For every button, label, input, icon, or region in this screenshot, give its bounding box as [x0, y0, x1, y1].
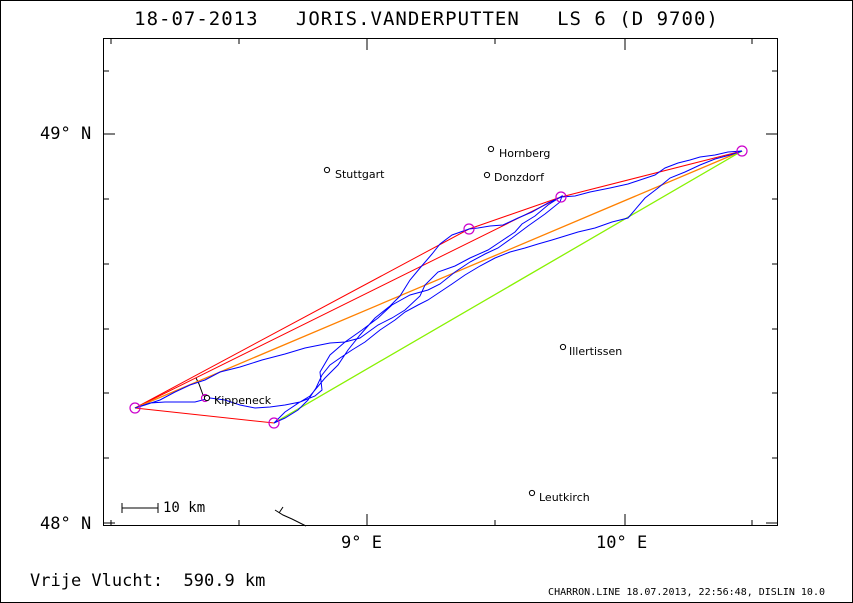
turnpoint-start [129, 402, 141, 414]
flight-track [134, 150, 743, 424]
lat-label-48: 48° N [40, 514, 92, 534]
city-label-stuttgart: Stuttgart [335, 168, 385, 181]
city-marker-stuttgart [323, 166, 331, 174]
city-label-kippeneck: Kippeneck [214, 394, 272, 407]
turnpoint-3 [463, 223, 475, 235]
city-markers [203, 145, 567, 497]
scale-bar [121, 503, 159, 513]
scale-label: 10 km [163, 500, 206, 516]
glider-info: LS 6 (D 9700) [557, 8, 719, 30]
bottom-axis-ticks [110, 514, 753, 526]
lon-label-10: 10° E [596, 533, 648, 553]
turnpoint-2 [268, 417, 280, 429]
turnpoint-4 [555, 191, 567, 203]
software-credit: CHARRON.LINE 18.07.2013, 22:56:48, DISLI… [548, 587, 825, 598]
lake-outline [274, 506, 307, 527]
city-marker-hornberg [487, 145, 495, 153]
city-label-donzdorf: Donzdorf [494, 171, 545, 184]
city-label-leutkirch: Leutkirch [539, 491, 590, 504]
right-axis-ticks [766, 70, 778, 524]
left-axis-ticks [103, 70, 115, 524]
task-route-orange [134, 150, 743, 409]
top-axis-ticks [110, 38, 753, 50]
city-marker-kippeneck [203, 394, 211, 402]
turnpoint-5 [736, 145, 748, 157]
lon-label-9: 9° E [341, 533, 382, 553]
task-leg-red [134, 196, 562, 409]
free-flight-distance: Vrije Vlucht: 590.9 km [30, 571, 266, 591]
map-plot-area [103, 38, 778, 526]
pilot-name: JORIS.VANDERPUTTEN [295, 8, 520, 30]
city-label-illertissen: Illertissen [569, 345, 623, 358]
flight-date: 18-07-2013 [134, 8, 259, 30]
city-marker-leutkirch [528, 489, 536, 497]
lat-label-49: 49° N [40, 124, 92, 144]
task-route-green [273, 150, 743, 424]
task-route-red [134, 150, 743, 424]
city-marker-illertissen [559, 343, 567, 351]
flight-header: 18-07-2013 JORIS.VANDERPUTTEN LS 6 (D 97… [0, 8, 853, 30]
city-label-hornberg: Hornberg [499, 147, 551, 160]
city-marker-donzdorf [483, 171, 491, 179]
